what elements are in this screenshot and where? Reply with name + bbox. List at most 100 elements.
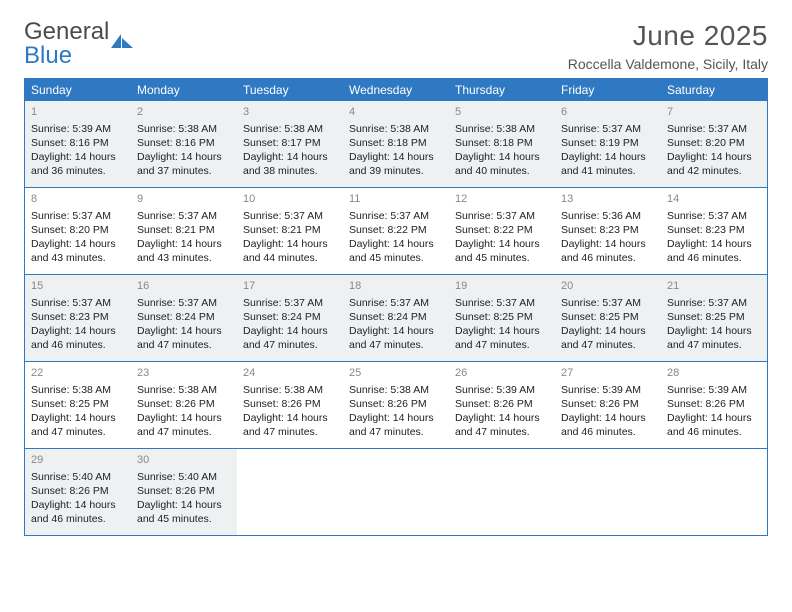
sunrise-text: Sunrise: 5:37 AM xyxy=(349,296,443,310)
calendar-cell: 3Sunrise: 5:38 AMSunset: 8:17 PMDaylight… xyxy=(237,101,343,188)
daylight-text: Daylight: 14 hours and 45 minutes. xyxy=(455,237,549,265)
calendar-cell: 11Sunrise: 5:37 AMSunset: 8:22 PMDayligh… xyxy=(343,188,449,275)
brand-logo: General Blue xyxy=(24,20,135,68)
daylight-text: Daylight: 14 hours and 46 minutes. xyxy=(667,237,761,265)
sunrise-text: Sunrise: 5:38 AM xyxy=(137,383,231,397)
calendar-cell: 10Sunrise: 5:37 AMSunset: 8:21 PMDayligh… xyxy=(237,188,343,275)
sunset-text: Sunset: 8:16 PM xyxy=(31,136,125,150)
day-number: 30 xyxy=(137,453,231,468)
day-number: 25 xyxy=(349,366,443,381)
daylight-text: Daylight: 14 hours and 47 minutes. xyxy=(455,411,549,439)
calendar-cell: 4 Sunrise: 5:38 AMSunset: 8:18 PMDaylight… xyxy=(343,101,449,188)
daylight-text: Daylight: 14 hours and 36 minutes. xyxy=(31,150,125,178)
day-number: 18 xyxy=(349,279,443,294)
day-number: 4 xyxy=(349,105,443,120)
sunset-text: Sunset: 8:18 PM xyxy=(349,136,443,150)
sunset-text: Sunset: 8:25 PM xyxy=(31,397,125,411)
day-number: 20 xyxy=(561,279,655,294)
sunrise-text: Sunrise: 5:37 AM xyxy=(31,296,125,310)
day-number: 28 xyxy=(667,366,761,381)
daylight-text: Daylight: 14 hours and 47 minutes. xyxy=(243,324,337,352)
day-number: 15 xyxy=(31,279,125,294)
weekday-header: Friday xyxy=(555,79,661,101)
daylight-text: Daylight: 14 hours and 38 minutes. xyxy=(243,150,337,178)
daylight-text: Daylight: 14 hours and 47 minutes. xyxy=(31,411,125,439)
calendar-cell: 21Sunrise: 5:37 AMSunset: 8:25 PMDayligh… xyxy=(661,275,767,362)
day-number: 17 xyxy=(243,279,337,294)
daylight-text: Daylight: 14 hours and 39 minutes. xyxy=(349,150,443,178)
sunset-text: Sunset: 8:26 PM xyxy=(667,397,761,411)
day-number: 23 xyxy=(137,366,231,381)
calendar-cell: 6Sunrise: 5:37 AMSunset: 8:19 PMDaylight… xyxy=(555,101,661,188)
brand-sail-icon xyxy=(111,34,135,48)
calendar-cell: 16Sunrise: 5:37 AMSunset: 8:24 PMDayligh… xyxy=(131,275,237,362)
calendar-cell: 23Sunrise: 5:38 AMSunset: 8:26 PMDayligh… xyxy=(131,362,237,449)
calendar-cell: 29 Sunrise: 5:40 AMSunset: 8:26 PMDayligh… xyxy=(25,449,131,536)
sunset-text: Sunset: 8:26 PM xyxy=(137,484,231,498)
calendar-cell: 5Sunrise: 5:38 AMSunset: 8:18 PMDaylight… xyxy=(449,101,555,188)
sunrise-text: Sunrise: 5:40 AM xyxy=(31,470,125,484)
daylight-text: Daylight: 14 hours and 46 minutes. xyxy=(31,324,125,352)
calendar-cell: 30Sunrise: 5:40 AMSunset: 8:26 PMDayligh… xyxy=(131,449,237,536)
calendar-cell xyxy=(237,449,343,536)
day-number: 12 xyxy=(455,192,549,207)
sunrise-text: Sunrise: 5:38 AM xyxy=(349,122,443,136)
sunrise-text: Sunrise: 5:37 AM xyxy=(561,122,655,136)
daylight-text: Daylight: 14 hours and 46 minutes. xyxy=(561,411,655,439)
day-number: 3 xyxy=(243,105,337,120)
sunset-text: Sunset: 8:16 PM xyxy=(137,136,231,150)
calendar-cell: 28Sunrise: 5:39 AMSunset: 8:26 PMDayligh… xyxy=(661,362,767,449)
day-number: 8 xyxy=(31,192,125,207)
calendar-cell: 25Sunrise: 5:38 AMSunset: 8:26 PMDayligh… xyxy=(343,362,449,449)
day-number: 24 xyxy=(243,366,337,381)
sunrise-text: Sunrise: 5:37 AM xyxy=(667,122,761,136)
daylight-text: Daylight: 14 hours and 47 minutes. xyxy=(243,411,337,439)
header-row: General Blue June 2025 Roccella Valdemon… xyxy=(24,20,768,72)
daylight-text: Daylight: 14 hours and 46 minutes. xyxy=(31,498,125,526)
sunset-text: Sunset: 8:22 PM xyxy=(455,223,549,237)
daylight-text: Daylight: 14 hours and 37 minutes. xyxy=(137,150,231,178)
sunset-text: Sunset: 8:26 PM xyxy=(31,484,125,498)
sunset-text: Sunset: 8:26 PM xyxy=(561,397,655,411)
calendar-cell: 7Sunrise: 5:37 AMSunset: 8:20 PMDaylight… xyxy=(661,101,767,188)
day-number: 9 xyxy=(137,192,231,207)
calendar-cell: 15 Sunrise: 5:37 AMSunset: 8:23 PMDayligh… xyxy=(25,275,131,362)
daylight-text: Daylight: 14 hours and 47 minutes. xyxy=(349,324,443,352)
daylight-text: Daylight: 14 hours and 47 minutes. xyxy=(137,324,231,352)
sunset-text: Sunset: 8:23 PM xyxy=(31,310,125,324)
sunrise-text: Sunrise: 5:38 AM xyxy=(31,383,125,397)
calendar-cell: 8Sunrise: 5:37 AMSunset: 8:20 PMDaylight… xyxy=(25,188,131,275)
calendar-cell: 17Sunrise: 5:37 AMSunset: 8:24 PMDayligh… xyxy=(237,275,343,362)
daylight-text: Daylight: 14 hours and 47 minutes. xyxy=(349,411,443,439)
calendar-cell: 22 Sunrise: 5:38 AMSunset: 8:25 PMDayligh… xyxy=(25,362,131,449)
sunset-text: Sunset: 8:25 PM xyxy=(455,310,549,324)
daylight-text: Daylight: 14 hours and 47 minutes. xyxy=(667,324,761,352)
day-number: 22 xyxy=(31,366,125,381)
weekday-header: Saturday xyxy=(661,79,767,101)
daylight-text: Daylight: 14 hours and 41 minutes. xyxy=(561,150,655,178)
sunrise-text: Sunrise: 5:37 AM xyxy=(561,296,655,310)
weekday-header: Sunday xyxy=(25,79,131,101)
sunrise-text: Sunrise: 5:37 AM xyxy=(137,209,231,223)
sunrise-text: Sunrise: 5:39 AM xyxy=(561,383,655,397)
sunset-text: Sunset: 8:22 PM xyxy=(349,223,443,237)
sunrise-text: Sunrise: 5:38 AM xyxy=(243,383,337,397)
daylight-text: Daylight: 14 hours and 46 minutes. xyxy=(667,411,761,439)
calendar-cell xyxy=(343,449,449,536)
sunset-text: Sunset: 8:26 PM xyxy=(137,397,231,411)
calendar-cell: 14Sunrise: 5:37 AMSunset: 8:23 PMDayligh… xyxy=(661,188,767,275)
calendar-cell xyxy=(661,449,767,536)
day-number: 7 xyxy=(667,105,761,120)
calendar-cell: 27 Sunrise: 5:39 AMSunset: 8:26 PMDayligh… xyxy=(555,362,661,449)
sunrise-text: Sunrise: 5:36 AM xyxy=(561,209,655,223)
sunset-text: Sunset: 8:25 PM xyxy=(561,310,655,324)
daylight-text: Daylight: 14 hours and 45 minutes. xyxy=(137,498,231,526)
day-number: 29 xyxy=(31,453,125,468)
sunset-text: Sunset: 8:17 PM xyxy=(243,136,337,150)
day-number: 6 xyxy=(561,105,655,120)
daylight-text: Daylight: 14 hours and 46 minutes. xyxy=(561,237,655,265)
sunset-text: Sunset: 8:24 PM xyxy=(349,310,443,324)
day-number: 27 xyxy=(561,366,655,381)
sunset-text: Sunset: 8:26 PM xyxy=(455,397,549,411)
title-block: June 2025 Roccella Valdemone, Sicily, It… xyxy=(568,20,768,72)
